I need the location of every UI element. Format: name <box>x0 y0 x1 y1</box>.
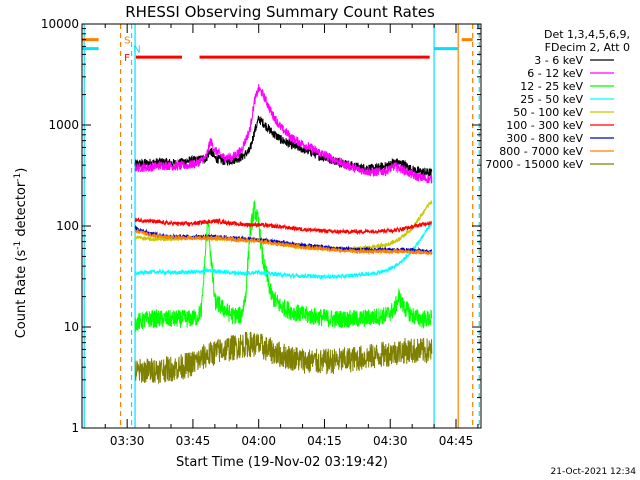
y-tick-label-0: 1 <box>71 421 79 435</box>
series-1 <box>134 83 433 184</box>
detector-info-line-2: FDecim 2, Att 0 <box>545 41 630 54</box>
x-axis-title: Start Time (19-Nov-02 03:19:42) <box>176 455 388 470</box>
x-tick-label-5: 04:45 <box>439 434 474 448</box>
y-label-sup1: -1 <box>13 241 23 250</box>
y-label-sup2: -1 <box>13 173 23 182</box>
svg-text:Count Rate (s-1 detector-1): Count Rate (s-1 detector-1) <box>13 168 29 339</box>
y-tick-label-2: 100 <box>56 219 79 233</box>
y-label-mid: detector <box>14 181 29 241</box>
y-axis-title: Count Rate (s-1 detector-1) <box>13 168 29 339</box>
y-label-main: Count Rate (s <box>14 250 29 339</box>
legend-label-3: 25 - 50 keV <box>520 93 583 106</box>
legend-label-5: 100 - 300 keV <box>506 119 583 132</box>
flag-label-n: N <box>133 45 140 56</box>
series-line-2 <box>134 200 433 332</box>
series-line-7 <box>134 227 433 256</box>
series-7 <box>134 227 433 256</box>
timestamp: 21-Oct-2021 12:34 <box>551 467 637 477</box>
x-tick-label-0: 03:30 <box>110 434 145 448</box>
series-line-3 <box>134 222 433 281</box>
series-line-0 <box>134 115 433 177</box>
legend-label-6: 300 - 800 keV <box>506 132 583 145</box>
series-line-5 <box>134 216 433 236</box>
x-tick-label-3: 04:15 <box>307 434 342 448</box>
x-tick-label-4: 04:30 <box>373 434 408 448</box>
legend: Det 1,3,4,5,6,9, FDecim 2, Att 0 3 - 6 k… <box>485 28 630 171</box>
legend-label-4: 50 - 100 keV <box>513 106 583 119</box>
flag-label-s: S <box>124 36 130 47</box>
chart-title: RHESSI Observing Summary Count Rates <box>125 3 435 21</box>
y-tick-label-4: 10000 <box>41 17 79 31</box>
series-8 <box>134 331 433 385</box>
y-tick-label-3: 1000 <box>48 118 79 132</box>
y-label-end: ) <box>14 168 29 173</box>
legend-label-0: 3 - 6 keV <box>534 54 583 67</box>
x-tick-label-1: 03:45 <box>176 434 211 448</box>
y-tick-label-1: 10 <box>64 320 79 334</box>
axes: 1 10 100 1000 10000 03:30 03:45 04:00 04:15 04:30… <box>41 17 482 448</box>
legend-label-1: 6 - 12 keV <box>527 67 583 80</box>
x-axis-label: Start Time (19-Nov-02 03:19:42) <box>176 455 388 470</box>
series-0 <box>134 115 433 177</box>
series-5 <box>134 216 433 236</box>
flag-bars: SNF <box>82 36 473 64</box>
series-3 <box>134 222 433 281</box>
series-lines <box>134 83 433 385</box>
vertical-markers <box>83 24 480 428</box>
series-line-1 <box>134 83 433 184</box>
flag-label-f: F <box>124 53 130 64</box>
detector-info-line-1: Det 1,3,4,5,6,9, <box>544 28 630 41</box>
series-line-8 <box>134 331 433 385</box>
series-2 <box>134 200 433 332</box>
x-tick-label-2: 04:00 <box>241 434 276 448</box>
legend-label-8: 7000 - 15000 keV <box>485 158 583 171</box>
legend-label-7: 800 - 7000 keV <box>499 145 583 158</box>
legend-label-2: 12 - 25 keV <box>520 80 583 93</box>
